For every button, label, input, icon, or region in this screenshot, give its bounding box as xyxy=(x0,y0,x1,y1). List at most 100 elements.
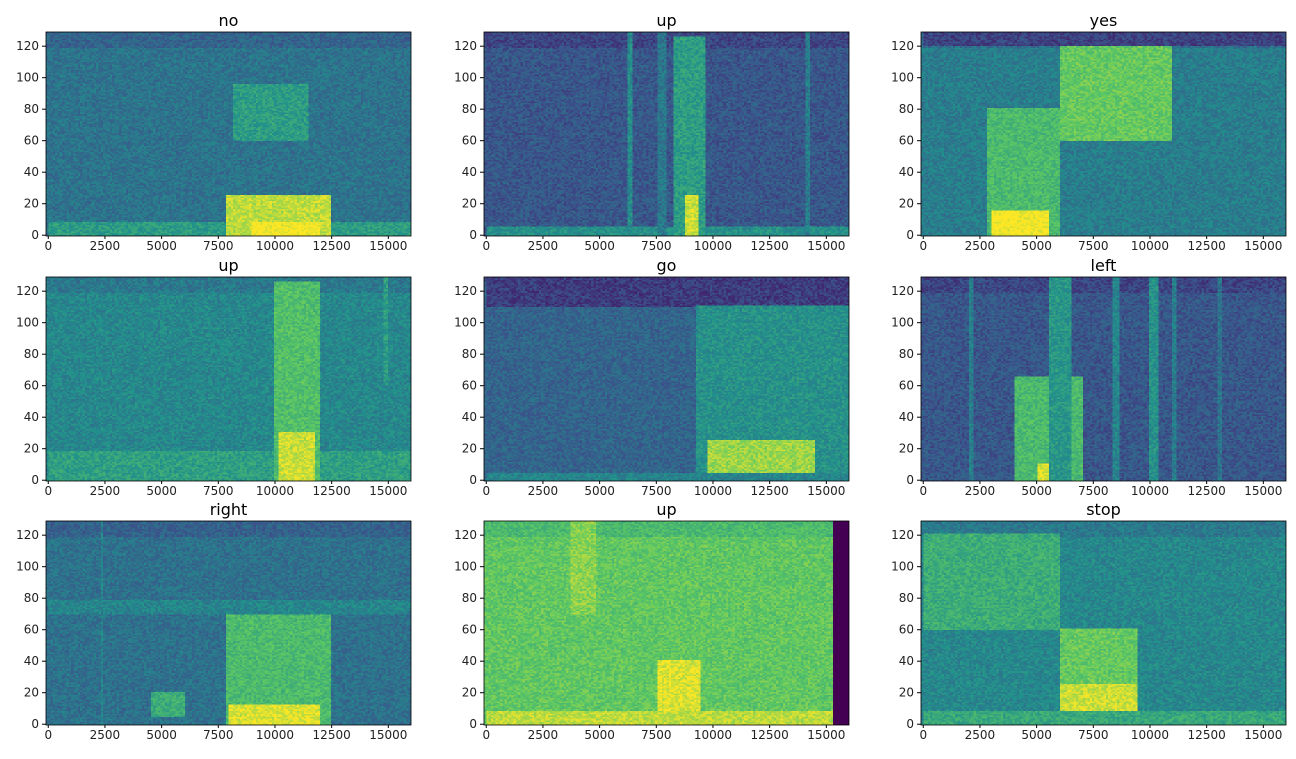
x-tick-label: 7500 xyxy=(203,484,234,498)
y-tick-label: 60 xyxy=(899,623,914,637)
axes-frame xyxy=(45,31,412,237)
y-tick-label: 40 xyxy=(462,165,477,179)
x-tick-label: 10000 xyxy=(1131,484,1169,498)
y-tick-label: 80 xyxy=(24,591,39,605)
y-tick-label: 60 xyxy=(462,134,477,148)
x-tick-label: 10000 xyxy=(694,484,732,498)
y-tick-label: 100 xyxy=(16,71,39,85)
axes-frame xyxy=(45,276,412,482)
y-tick-label: 60 xyxy=(462,379,477,393)
axes-frame xyxy=(920,520,1287,726)
y-tick-label: 0 xyxy=(469,473,477,487)
x-tick-label: 12500 xyxy=(1188,728,1226,742)
x-tick-label: 12500 xyxy=(313,239,351,253)
panel-title: up xyxy=(218,256,239,275)
axes-frame xyxy=(483,31,850,237)
y-tick-label: 0 xyxy=(906,717,914,731)
y-tick-label: 80 xyxy=(899,347,914,361)
x-tick-label: 15000 xyxy=(807,239,845,253)
axes-frame xyxy=(920,31,1287,237)
y-tick-label: 20 xyxy=(899,686,914,700)
x-tick-label: 2500 xyxy=(90,728,121,742)
y-tick-label: 60 xyxy=(899,379,914,393)
y-tick-label: 80 xyxy=(462,591,477,605)
y-tick-label: 40 xyxy=(462,410,477,424)
y-tick-label: 100 xyxy=(891,71,914,85)
x-tick-label: 0 xyxy=(919,484,927,498)
y-tick-label: 100 xyxy=(891,316,914,330)
y-tick-label: 60 xyxy=(24,134,39,148)
y-tick-label: 20 xyxy=(24,686,39,700)
x-tick-label: 15000 xyxy=(807,728,845,742)
spectrogram-heatmap xyxy=(46,32,411,236)
y-tick-label: 20 xyxy=(462,686,477,700)
x-tick-label: 12500 xyxy=(1188,484,1226,498)
panel-title: go xyxy=(656,256,677,275)
x-tick-label: 15000 xyxy=(369,239,407,253)
y-tick-label: 20 xyxy=(462,442,477,456)
x-tick-label: 7500 xyxy=(203,239,234,253)
spectrogram-panel: up 0 2500 5000 7500 10000 12500 15000 0 20 40 60 80 1… xyxy=(454,501,850,742)
spectrogram-heatmap xyxy=(921,32,1286,236)
x-tick-label: 5000 xyxy=(584,239,615,253)
x-tick-label: 2500 xyxy=(90,484,121,498)
y-tick-label: 40 xyxy=(24,410,39,424)
y-tick-label: 120 xyxy=(454,39,477,53)
y-tick-label: 60 xyxy=(462,623,477,637)
x-tick-label: 12500 xyxy=(313,728,351,742)
x-tick-label: 15000 xyxy=(369,484,407,498)
spectrogram-panel: stop 0 2500 5000 7500 10000 12500 15000 0 20 40 60 8… xyxy=(891,501,1287,742)
x-tick-label: 2500 xyxy=(528,239,559,253)
y-tick-label: 0 xyxy=(469,228,477,242)
x-tick-label: 7500 xyxy=(1078,728,1109,742)
spectrogram-heatmap xyxy=(46,277,411,481)
x-tick-label: 7500 xyxy=(1078,484,1109,498)
y-tick-label: 40 xyxy=(899,654,914,668)
spectrogram-panel: left 0 2500 5000 7500 10000 12500 15000 0 20 40 60 8… xyxy=(891,257,1287,498)
y-tick-label: 40 xyxy=(899,410,914,424)
y-tick-label: 120 xyxy=(454,528,477,542)
y-tick-label: 120 xyxy=(16,39,39,53)
y-tick-label: 20 xyxy=(24,197,39,211)
spectrogram-heatmap xyxy=(484,32,849,236)
y-tick-label: 0 xyxy=(31,228,39,242)
y-tick-label: 80 xyxy=(24,102,39,116)
x-tick-label: 5000 xyxy=(584,728,615,742)
spectrogram-panel: up 0 2500 5000 7500 10000 12500 15000 0 20 40 60 80 1… xyxy=(16,257,412,498)
y-tick-label: 100 xyxy=(454,71,477,85)
x-tick-label: 0 xyxy=(44,239,52,253)
x-tick-label: 0 xyxy=(44,484,52,498)
spectrogram-heatmap xyxy=(46,521,411,725)
y-tick-label: 0 xyxy=(469,717,477,731)
x-tick-label: 5000 xyxy=(146,239,177,253)
y-tick-label: 120 xyxy=(16,284,39,298)
spectrogram-panel: go 0 2500 5000 7500 10000 12500 15000 0 20 40 60 80 1… xyxy=(454,257,850,498)
x-tick-label: 10000 xyxy=(1131,728,1169,742)
x-tick-label: 10000 xyxy=(694,239,732,253)
x-tick-label: 12500 xyxy=(313,484,351,498)
x-tick-label: 15000 xyxy=(369,728,407,742)
x-tick-label: 2500 xyxy=(528,728,559,742)
x-tick-label: 2500 xyxy=(90,239,121,253)
x-tick-label: 7500 xyxy=(203,728,234,742)
axes-frame xyxy=(483,276,850,482)
x-tick-label: 0 xyxy=(919,239,927,253)
x-tick-label: 15000 xyxy=(807,484,845,498)
y-tick-label: 80 xyxy=(462,347,477,361)
panel-title: up xyxy=(656,11,677,30)
x-tick-label: 2500 xyxy=(965,239,996,253)
y-tick-label: 100 xyxy=(891,560,914,574)
x-tick-label: 7500 xyxy=(641,239,672,253)
y-tick-label: 120 xyxy=(891,39,914,53)
axes-frame xyxy=(483,520,850,726)
panel-title: no xyxy=(218,11,239,30)
x-tick-label: 0 xyxy=(919,728,927,742)
panel-title: yes xyxy=(1089,11,1118,30)
y-tick-label: 20 xyxy=(462,197,477,211)
x-tick-label: 2500 xyxy=(965,728,996,742)
x-tick-label: 10000 xyxy=(1131,239,1169,253)
x-tick-label: 12500 xyxy=(1188,239,1226,253)
y-tick-label: 60 xyxy=(24,379,39,393)
spectrogram-panel: no 0 2500 5000 7500 10000 12500 15000 0 20 40 60 80 1… xyxy=(16,12,412,253)
